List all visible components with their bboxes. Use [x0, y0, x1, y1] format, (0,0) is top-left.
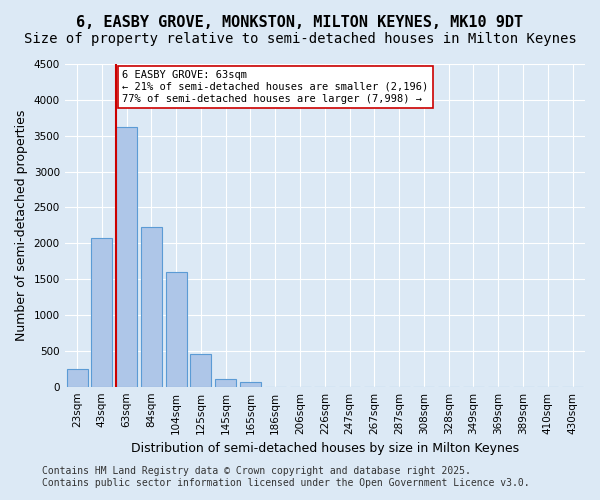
- Bar: [141, 228, 162, 386]
- Bar: [190, 354, 211, 386]
- Text: Contains HM Land Registry data © Crown copyright and database right 2025.
Contai: Contains HM Land Registry data © Crown c…: [42, 466, 530, 487]
- Bar: [166, 272, 187, 386]
- Bar: [91, 238, 112, 386]
- Bar: [240, 382, 261, 386]
- Y-axis label: Number of semi-detached properties: Number of semi-detached properties: [15, 110, 28, 341]
- Bar: [215, 379, 236, 386]
- Bar: [67, 369, 88, 386]
- Bar: [116, 127, 137, 386]
- Text: Size of property relative to semi-detached houses in Milton Keynes: Size of property relative to semi-detach…: [23, 32, 577, 46]
- Text: 6 EASBY GROVE: 63sqm
← 21% of semi-detached houses are smaller (2,196)
77% of se: 6 EASBY GROVE: 63sqm ← 21% of semi-detac…: [122, 70, 428, 104]
- X-axis label: Distribution of semi-detached houses by size in Milton Keynes: Distribution of semi-detached houses by …: [131, 442, 519, 455]
- Text: 6, EASBY GROVE, MONKSTON, MILTON KEYNES, MK10 9DT: 6, EASBY GROVE, MONKSTON, MILTON KEYNES,…: [76, 15, 524, 30]
